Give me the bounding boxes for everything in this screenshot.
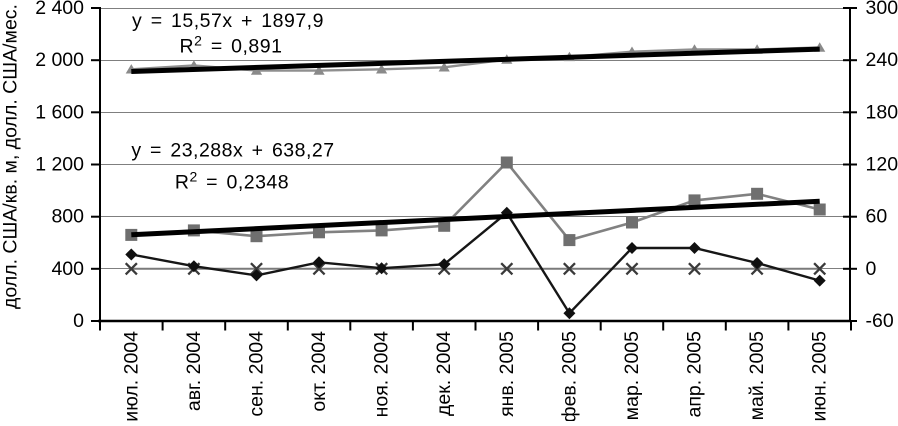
- svg-text:800: 800: [51, 206, 84, 228]
- svg-text:мар. 2005: мар. 2005: [621, 331, 643, 420]
- svg-text:2 400: 2 400: [35, 0, 84, 19]
- svg-text:фев. 2005: фев. 2005: [558, 331, 580, 421]
- svg-text:дек. 2004: дек. 2004: [433, 331, 455, 416]
- svg-text:июн. 2005: июн. 2005: [809, 331, 831, 421]
- svg-text:ноя. 2004: ноя. 2004: [371, 331, 393, 418]
- svg-text:янв. 2005: янв. 2005: [496, 331, 518, 417]
- svg-text:y = 23,288x + 638,27: y = 23,288x + 638,27: [131, 139, 334, 161]
- svg-text:2 000: 2 000: [35, 49, 84, 71]
- svg-text:0: 0: [73, 310, 84, 332]
- svg-text:1 600: 1 600: [35, 101, 84, 123]
- svg-text:апр. 2005: апр. 2005: [684, 331, 706, 418]
- svg-text:авг. 2004: авг. 2004: [183, 331, 205, 411]
- svg-text:240: 240: [866, 49, 898, 71]
- svg-text:300: 300: [866, 0, 898, 19]
- svg-text:400: 400: [51, 258, 84, 280]
- svg-text:180: 180: [866, 101, 898, 123]
- svg-text:1 200: 1 200: [35, 154, 84, 176]
- svg-text:y = 15,57x + 1897,9: y = 15,57x + 1897,9: [132, 10, 324, 32]
- svg-text:120: 120: [866, 154, 898, 176]
- svg-text:июл. 2004: июл. 2004: [120, 331, 142, 421]
- svg-text:60: 60: [866, 206, 888, 228]
- svg-text:сен. 2004: сен. 2004: [246, 331, 268, 417]
- svg-text:окт. 2004: окт. 2004: [308, 331, 330, 412]
- svg-text:долл. США/кв. м, долл. США/мес: долл. США/кв. м, долл. США/мес.: [0, 4, 22, 309]
- svg-text:май. 2005: май. 2005: [746, 331, 768, 421]
- svg-text:-60: -60: [866, 310, 894, 332]
- svg-text:0: 0: [866, 258, 877, 280]
